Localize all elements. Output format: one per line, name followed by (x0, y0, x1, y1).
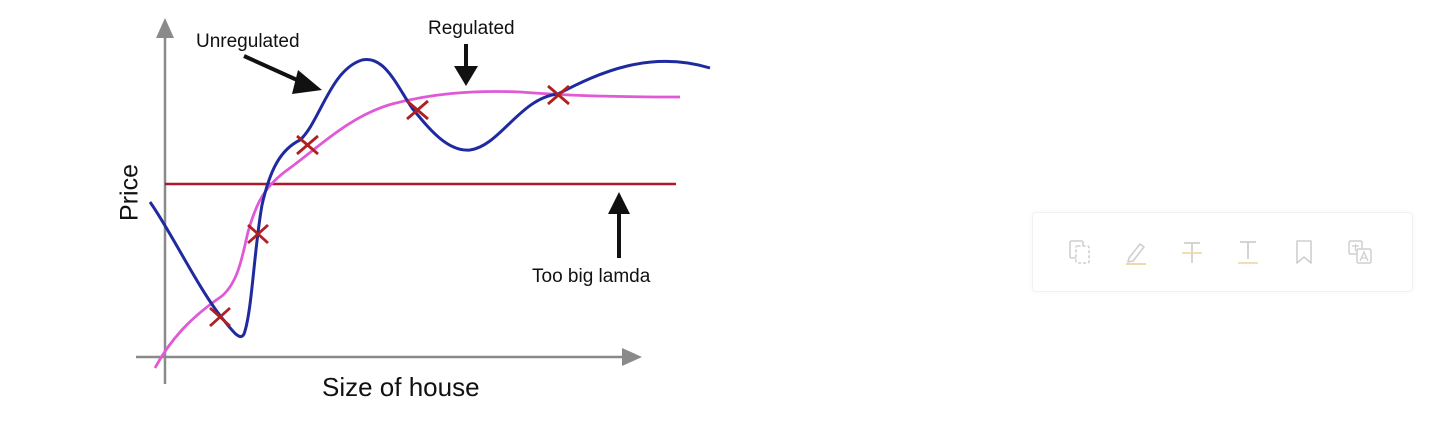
underline-button[interactable] (1231, 235, 1265, 269)
unregulated-arrow (243, 54, 322, 94)
y-axis-arrowhead (156, 18, 174, 38)
regulated-label: Regulated (428, 18, 515, 39)
copy-icon (1069, 240, 1090, 264)
regulated-arrow (454, 44, 478, 86)
copy-button[interactable] (1063, 235, 1097, 269)
bookmark-icon (1296, 240, 1312, 264)
unregulated-curve (148, 57, 711, 339)
underline-icon (1238, 241, 1258, 264)
data-points (209, 84, 570, 328)
bookmark-button[interactable] (1287, 235, 1321, 269)
translate-icon (1348, 240, 1372, 264)
data-point (406, 99, 429, 121)
strikethrough-icon (1182, 242, 1202, 263)
x-axis-label: Size of house (322, 372, 480, 402)
y-axis-label: Price (115, 164, 144, 221)
regularization-figure: Unregulated Regulated Too big lamda Size… (0, 0, 720, 426)
annotation-arrows (243, 44, 630, 258)
regulated-curve (153, 90, 681, 369)
strikethrough-button[interactable] (1175, 235, 1209, 269)
highlight-button[interactable] (1119, 235, 1153, 269)
data-point (547, 84, 570, 106)
text-selection-toolbar (1032, 212, 1413, 292)
axes (136, 18, 642, 384)
data-point (209, 306, 231, 328)
figure-canvas (136, 18, 711, 384)
too-big-lambda-label: Too big lamda (532, 266, 651, 287)
too-big-lambda-arrow (608, 192, 630, 258)
unregulated-label: Unregulated (196, 31, 300, 52)
x-axis-arrowhead (622, 348, 642, 366)
highlight-icon (1126, 243, 1146, 265)
translate-button[interactable] (1343, 235, 1377, 269)
data-point (247, 223, 269, 245)
data-point (296, 134, 319, 156)
